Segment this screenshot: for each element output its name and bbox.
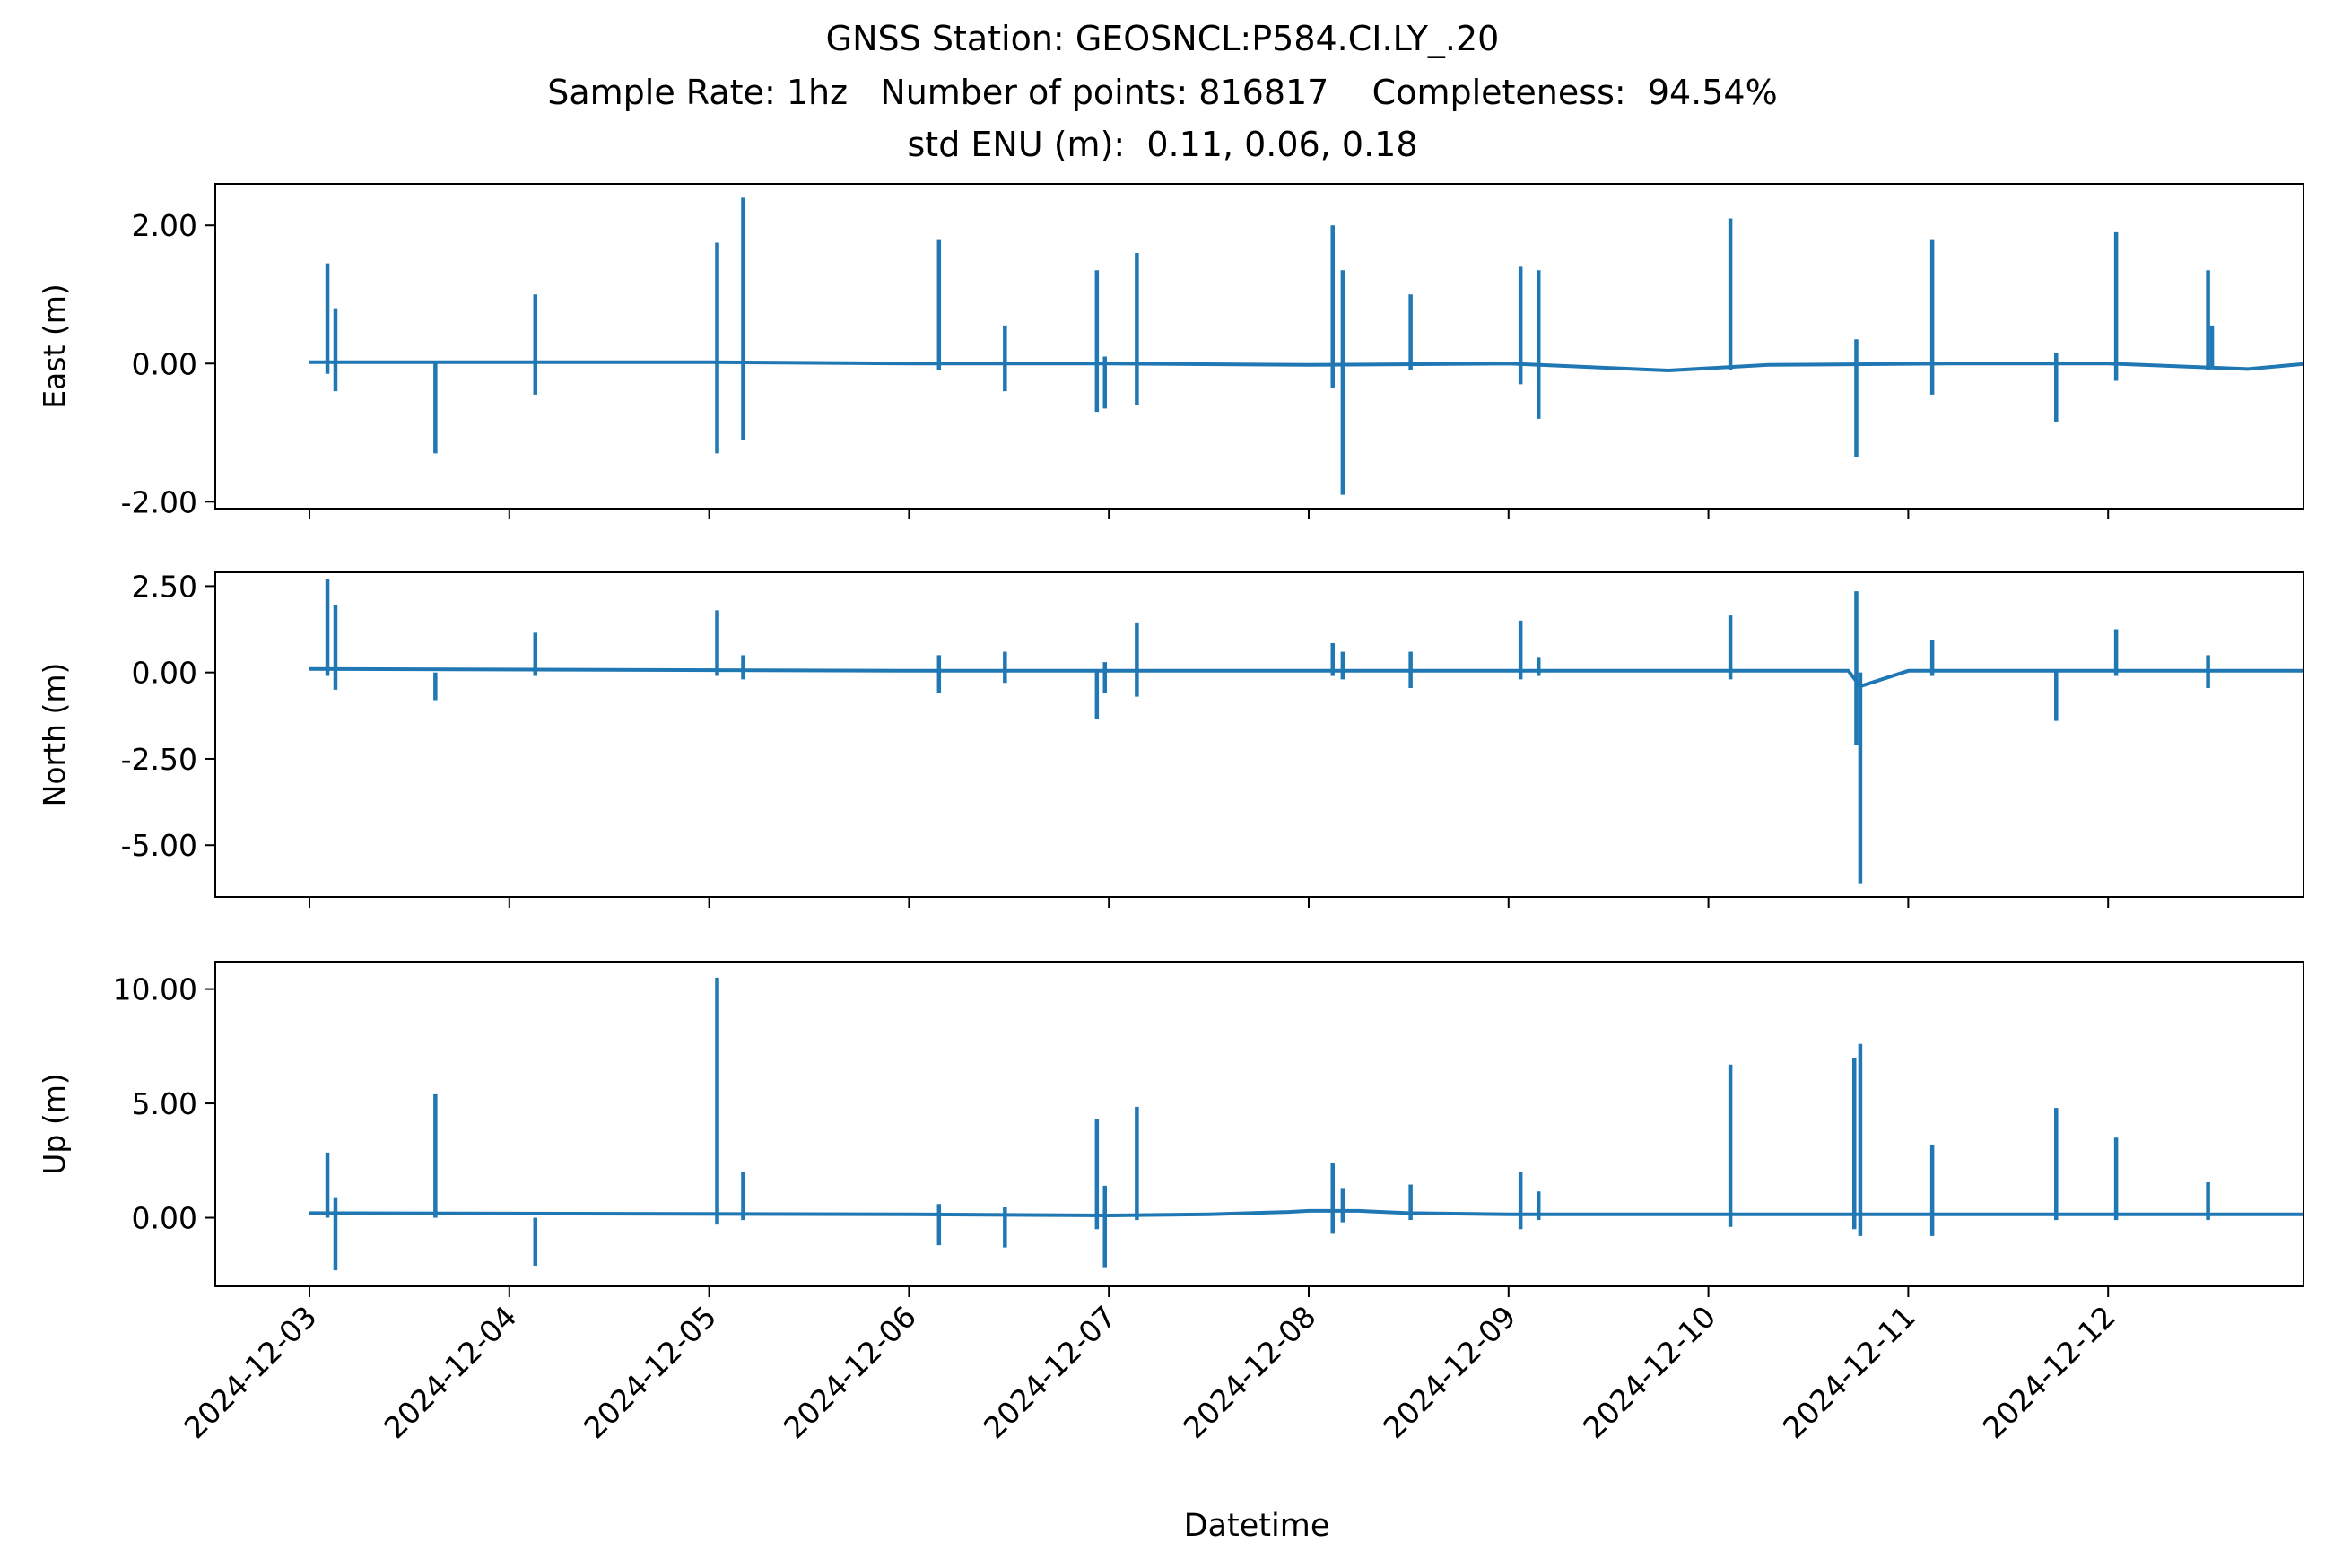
panel-frame-up <box>214 961 2304 1287</box>
chart-title-line-1: GNSS Station: GEOSNCL:P584.CI.LY_.20 <box>825 19 1500 58</box>
x-tick-label-2: 2024-12-05 <box>577 1299 723 1445</box>
y-tick-label-up-2: 0.00 <box>132 1201 197 1236</box>
y-axis-label-east: East (m) <box>37 283 72 409</box>
series-east <box>309 197 2303 495</box>
y-tick-label-east-2: -2.00 <box>121 484 197 519</box>
x-tick-label-4: 2024-12-07 <box>977 1299 1123 1445</box>
x-tick-label-6: 2024-12-09 <box>1376 1299 1522 1445</box>
series-line-east <box>309 360 2303 372</box>
panel-up: 10.00 5.00 0.00 Up (m) <box>37 961 2304 1297</box>
x-tick-label-7: 2024-12-10 <box>1576 1299 1722 1445</box>
y-tick-label-up-1: 5.00 <box>132 1086 197 1121</box>
y-tick-label-up-0: 10.00 <box>113 972 197 1007</box>
series-line-up <box>309 1208 2303 1217</box>
y-tick-label-east-0: 2.00 <box>132 208 197 243</box>
chart-title-line-3: std ENU (m): 0.11, 0.06, 0.18 <box>907 125 1418 164</box>
panel-frame-east <box>214 183 2304 510</box>
panel-east: 2.00 0.00 -2.00 East (m) <box>37 183 2304 519</box>
series-line-north <box>309 666 2303 689</box>
y-tick-label-east-1: 0.00 <box>132 346 197 381</box>
y-tick-label-north-1: 0.00 <box>132 656 197 691</box>
x-tick-label-5: 2024-12-08 <box>1176 1299 1322 1445</box>
x-tick-label-0: 2024-12-03 <box>177 1299 323 1445</box>
y-axis-label-north: North (m) <box>37 663 72 807</box>
panel-north: 2.50 0.00 -2.50 -5.00 North (m) <box>37 569 2304 908</box>
panel-frame-north <box>214 571 2304 898</box>
series-up <box>309 977 2303 1271</box>
x-axis-label: Datetime <box>1184 1508 1330 1544</box>
x-tick-label-8: 2024-12-11 <box>1776 1299 1922 1445</box>
chart-title-line-2: Sample Rate: 1hz Number of points: 81681… <box>547 73 1778 112</box>
x-tick-label-3: 2024-12-06 <box>777 1299 923 1445</box>
y-tick-label-north-0: 2.50 <box>132 569 197 604</box>
y-tick-label-north-3: -5.00 <box>121 828 197 863</box>
y-axis-label-up: Up (m) <box>37 1073 72 1175</box>
series-north <box>309 579 2303 884</box>
y-tick-label-north-2: -2.50 <box>121 742 197 777</box>
x-tick-label-9: 2024-12-12 <box>1976 1299 2122 1445</box>
x-tick-label-1: 2024-12-04 <box>377 1299 523 1445</box>
